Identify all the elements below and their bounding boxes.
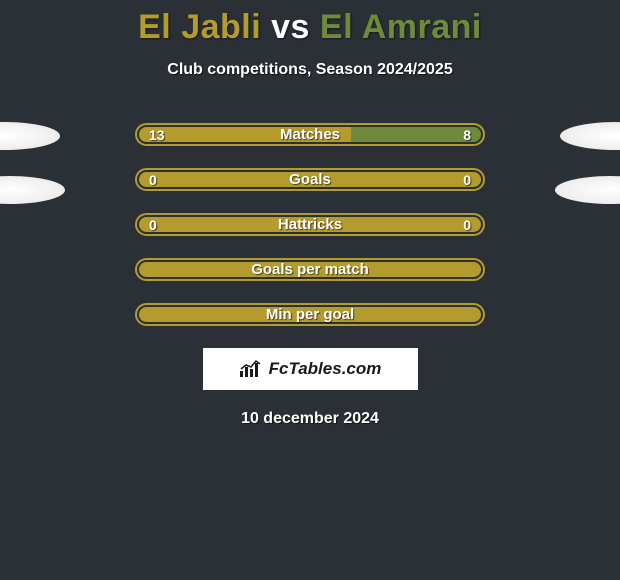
stat-row-goals-per-match: Goals per match: [135, 258, 485, 281]
stat-row-matches: 13 Matches 8: [135, 123, 485, 146]
stat-label: Matches: [137, 125, 483, 144]
stat-value-right: 0: [463, 215, 471, 234]
player-marker-left-1: [0, 122, 60, 150]
player2-name: El Amrani: [320, 8, 482, 46]
player1-name: El Jabli: [138, 8, 261, 46]
comparison-title: El Jabli vs El Amrani: [0, 0, 620, 47]
stat-label: Goals: [137, 170, 483, 189]
stat-row-hattricks: 0 Hattricks 0: [135, 213, 485, 236]
player-marker-right-2: [555, 176, 620, 204]
stat-row-min-per-goal: Min per goal: [135, 303, 485, 326]
vs-label: vs: [271, 8, 310, 46]
stat-label: Min per goal: [137, 305, 483, 324]
attribution-text: FcTables.com: [269, 359, 382, 379]
player-marker-right-1: [560, 122, 620, 150]
chart-bars-icon: [239, 359, 265, 379]
stat-row-goals: 0 Goals 0: [135, 168, 485, 191]
stat-value-right: 8: [463, 125, 471, 144]
player-marker-left-2: [0, 176, 65, 204]
stat-value-right: 0: [463, 170, 471, 189]
subtitle: Club competitions, Season 2024/2025: [0, 61, 620, 79]
stat-label: Hattricks: [137, 215, 483, 234]
stat-rows: 13 Matches 8 0 Goals 0 0 Hattricks 0 Goa…: [135, 123, 485, 326]
date-text: 10 december 2024: [0, 410, 620, 428]
attribution: FcTables.com: [203, 348, 418, 390]
stat-label: Goals per match: [137, 260, 483, 279]
